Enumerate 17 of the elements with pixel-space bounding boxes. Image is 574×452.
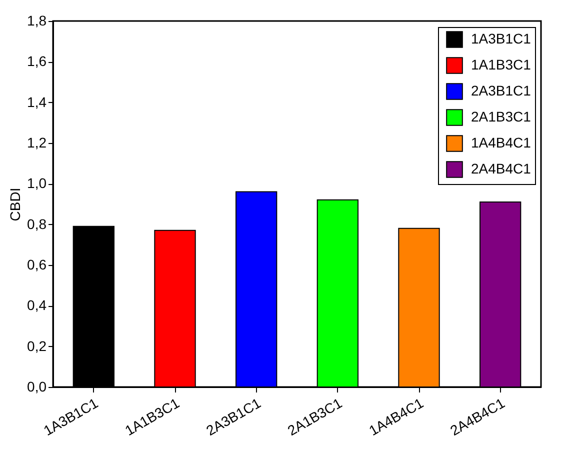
y-tick-label: 1,6 bbox=[27, 53, 47, 70]
y-axis-title: CBDI bbox=[7, 188, 24, 222]
legend-label: 2A4B4C1 bbox=[471, 160, 532, 176]
y-tick-label: 0,0 bbox=[27, 378, 47, 394]
y-tick-label: 0,4 bbox=[27, 297, 47, 314]
y-tick-label: 1,8 bbox=[27, 12, 47, 28]
y-tick-label: 0,6 bbox=[27, 256, 47, 272]
legend-label: 1A1B3C1 bbox=[471, 56, 532, 72]
legend-label: 1A4B4C1 bbox=[471, 134, 532, 150]
legend-label: 1A3B1C1 bbox=[471, 30, 532, 46]
y-tick-label: 0,8 bbox=[27, 216, 47, 232]
legend-label: 2A3B1C1 bbox=[471, 82, 532, 98]
y-tick-label: 1,0 bbox=[27, 175, 47, 192]
y-tick-label: 1,2 bbox=[27, 134, 47, 150]
y-tick-label: 0,2 bbox=[27, 338, 47, 354]
legend-label: 2A1B3C1 bbox=[471, 108, 532, 124]
y-tick-label: 1,4 bbox=[27, 94, 47, 110]
